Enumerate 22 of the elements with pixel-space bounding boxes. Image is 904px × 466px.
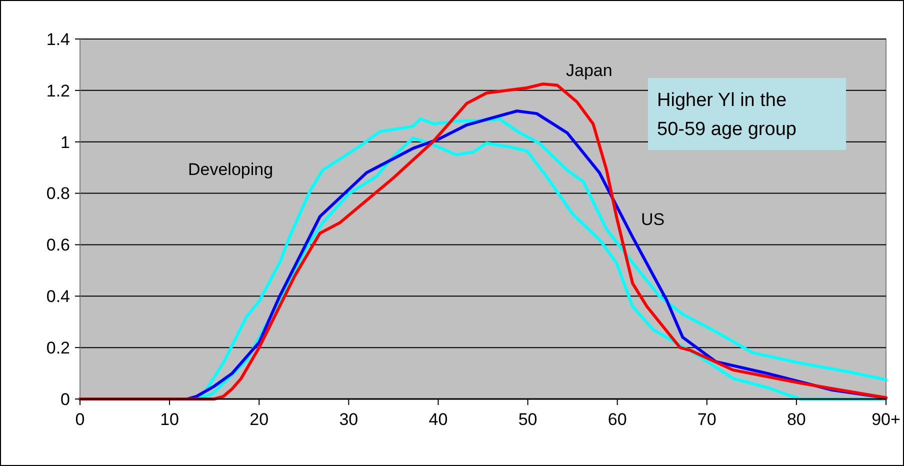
y-tick-label: 0.6 [46, 236, 70, 255]
x-tick-label: 0 [75, 410, 85, 429]
x-tick-label: 60 [608, 410, 627, 429]
text: Developing [188, 160, 274, 179]
annotation: Higher Yl in the 50-59 age group [657, 90, 796, 140]
x-tick-label: 10 [160, 410, 180, 429]
y-tick-label: 0.8 [46, 184, 70, 204]
y-tick-label: 0 [60, 390, 70, 409]
x-tick-label: 80 [786, 410, 806, 429]
y-tick-label: 0.2 [46, 338, 70, 358]
y-tick-label: 1 [60, 132, 70, 152]
y-tick-label: 0.4 [46, 287, 70, 306]
x-tick-label: 40 [428, 410, 448, 429]
y-tick-label: 1.2 [46, 81, 70, 100]
series-label: Japan [566, 61, 612, 80]
x-tick-label: 70 [697, 410, 716, 429]
x-tick-label: 30 [339, 410, 358, 429]
x-tick-label: 50 [518, 410, 538, 429]
y-tick-label: 1.4 [46, 30, 70, 49]
series-label: US [641, 210, 665, 229]
x-tick-label: 90+ [872, 410, 900, 429]
x-tick-label: 20 [250, 410, 269, 429]
